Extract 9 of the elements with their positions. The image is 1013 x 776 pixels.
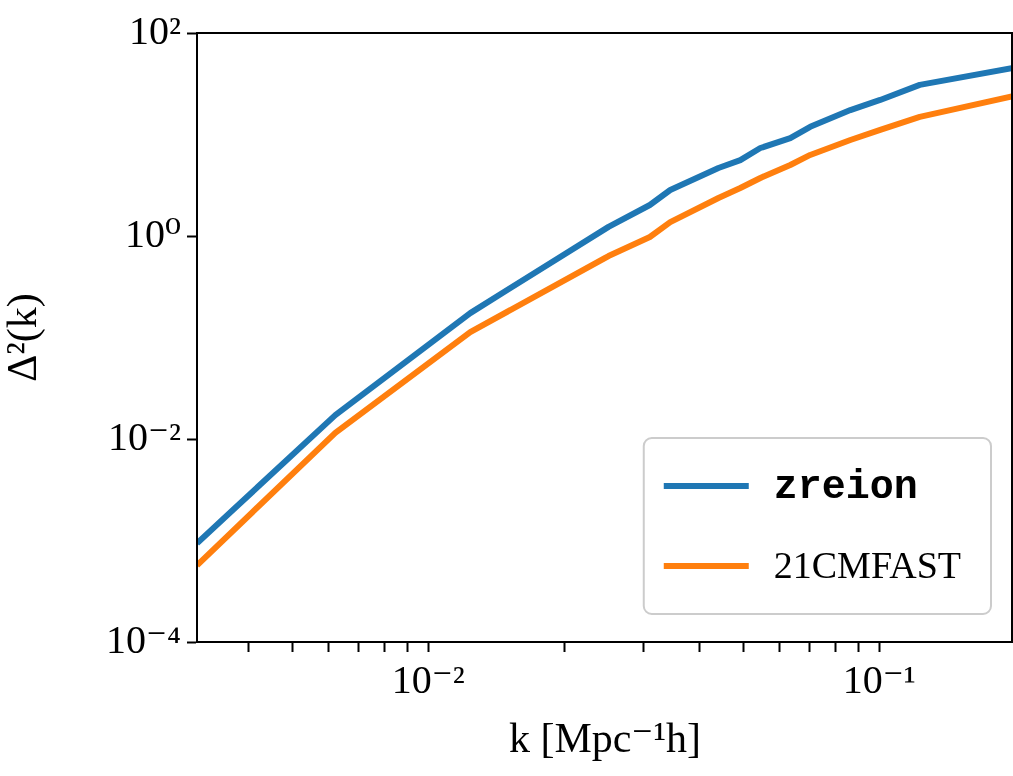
x-tick-label: 10⁻¹ bbox=[842, 656, 916, 702]
y-tick-label: 10⁰ bbox=[124, 210, 181, 256]
y-tick-label: 10² bbox=[129, 7, 181, 53]
x-axis-title: k [Mpc⁻¹h] bbox=[508, 714, 702, 761]
legend-label: 21CMFAST bbox=[773, 543, 962, 586]
legend-label: zreion bbox=[773, 465, 918, 511]
y-axis-title: Δ²(k) bbox=[0, 293, 47, 382]
y-tick-label: 10⁻² bbox=[107, 413, 181, 459]
y-tick-label: 10⁻⁴ bbox=[105, 616, 181, 662]
